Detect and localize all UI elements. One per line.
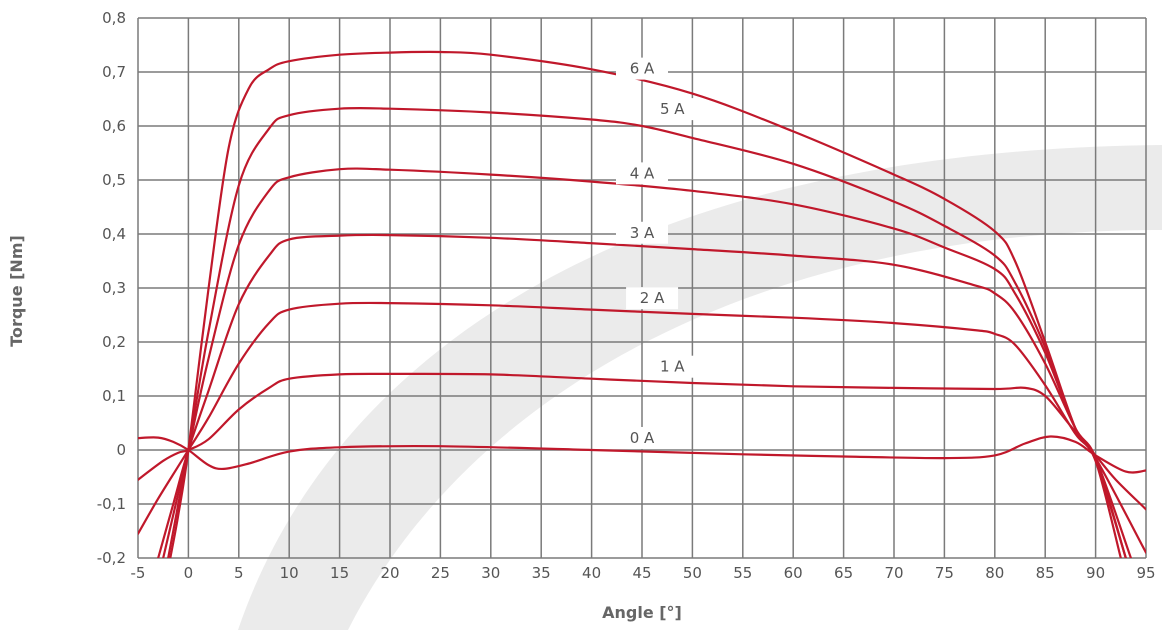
torque-curve-3a — [157, 233, 1132, 558]
y-tick-label: 0,3 — [102, 279, 126, 297]
x-tick-label: 80 — [985, 564, 1004, 582]
x-tick-label: 5 — [234, 564, 244, 582]
curve-label: 5 A — [660, 100, 685, 118]
torque-curve-2a — [138, 301, 1146, 554]
y-tick-label: 0,4 — [102, 225, 126, 243]
x-tick-label: 85 — [1036, 564, 1055, 582]
curve-label: 4 A — [630, 164, 655, 182]
torque-curve-1a — [138, 372, 1146, 511]
y-tick-label: -0,1 — [97, 495, 126, 513]
curve-label-background — [646, 355, 699, 378]
y-tick-label: -0,2 — [97, 549, 126, 567]
x-tick-label: 20 — [380, 564, 399, 582]
x-tick-label: 65 — [834, 564, 853, 582]
y-tick-label: 0,2 — [102, 333, 126, 351]
torque-curve-4a — [162, 167, 1127, 558]
x-tick-label: 90 — [1086, 564, 1105, 582]
curve-label: 2 A — [640, 289, 665, 307]
y-tick-label: 0,7 — [102, 63, 126, 81]
curve-label-background — [616, 426, 668, 449]
curve-label: 1 A — [660, 358, 685, 376]
tick-labels: -5 0 5 10 15 20 25 30 35 40 45 50 55 60 65 70 75 80 85 90 95… — [97, 9, 1156, 582]
x-tick-label: 55 — [733, 564, 752, 582]
curve-labels: 0 A 1 A 2 A 3 A 4 A 5 A 6 A — [616, 57, 699, 449]
curve-label: 6 A — [630, 60, 655, 78]
curve-label: 3 A — [630, 224, 655, 242]
curve-label-background — [626, 287, 679, 310]
x-tick-label: 50 — [683, 564, 702, 582]
curve-label-background — [616, 162, 668, 185]
x-tick-label: 95 — [1136, 564, 1155, 582]
x-tick-label: 10 — [280, 564, 299, 582]
torque-curve-6a — [169, 50, 1122, 558]
torque-curve-0a — [138, 435, 1146, 474]
curve-label: 0 A — [630, 429, 655, 447]
x-tick-label: 60 — [784, 564, 803, 582]
x-tick-label: 25 — [431, 564, 450, 582]
curve-label-background — [646, 98, 699, 121]
x-tick-label: 70 — [884, 564, 903, 582]
x-tick-label: 0 — [184, 564, 194, 582]
x-tick-label: 30 — [481, 564, 500, 582]
curve-label-background — [616, 221, 668, 244]
y-tick-label: 0,5 — [102, 171, 126, 189]
curve-label-background — [616, 57, 668, 80]
x-tick-label: 35 — [532, 564, 551, 582]
y-tick-label: 0 — [116, 441, 126, 459]
torque-curve-5a — [167, 106, 1127, 558]
x-tick-label: 45 — [632, 564, 651, 582]
y-tick-label: 0,1 — [102, 387, 126, 405]
x-tick-label: -5 — [131, 564, 146, 582]
y-tick-label: 0,6 — [102, 117, 126, 135]
background-swoosh-decoration — [238, 145, 1162, 630]
y-axis-title: Torque [Nm] — [7, 235, 26, 347]
torque-curves — [138, 50, 1146, 558]
x-tick-label: 40 — [582, 564, 601, 582]
x-tick-label: 75 — [935, 564, 954, 582]
x-axis-title: Angle [°] — [602, 603, 682, 622]
x-tick-label: 15 — [330, 564, 349, 582]
y-tick-label: 0,8 — [102, 9, 126, 27]
